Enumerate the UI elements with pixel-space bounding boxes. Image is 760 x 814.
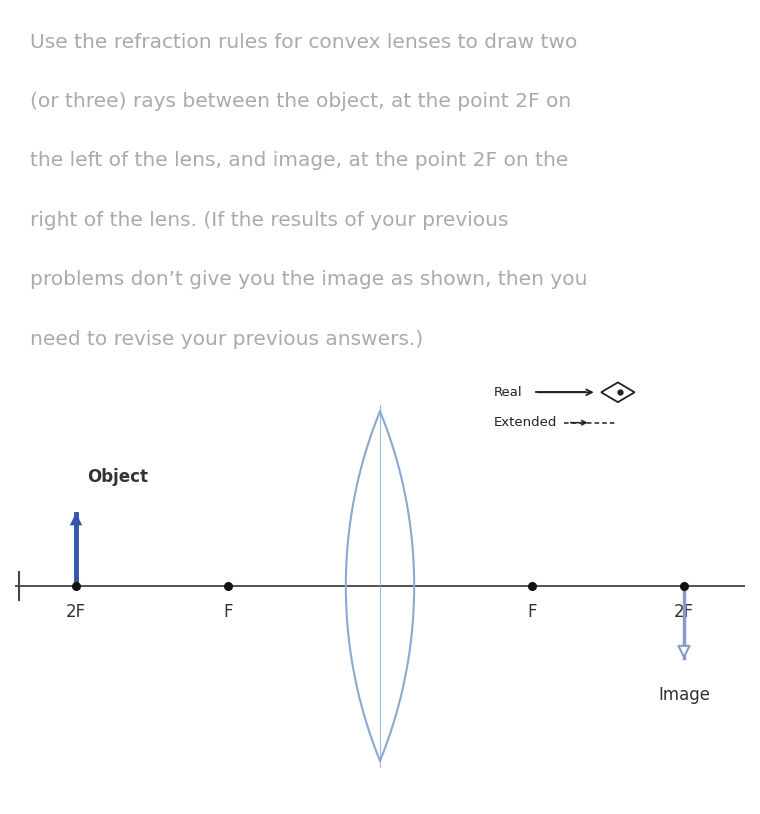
Text: 2F: 2F bbox=[66, 603, 86, 621]
Text: right of the lens. (If the results of your previous: right of the lens. (If the results of yo… bbox=[30, 211, 509, 230]
Text: Image: Image bbox=[658, 686, 710, 704]
Text: Use the refraction rules for convex lenses to draw two: Use the refraction rules for convex lens… bbox=[30, 33, 578, 51]
Text: Object: Object bbox=[87, 468, 148, 486]
Text: the left of the lens, and image, at the point 2F on the: the left of the lens, and image, at the … bbox=[30, 151, 568, 170]
Text: Extended: Extended bbox=[494, 416, 557, 429]
Text: Real: Real bbox=[494, 386, 523, 399]
Text: 2F: 2F bbox=[674, 603, 694, 621]
Text: need to revise your previous answers.): need to revise your previous answers.) bbox=[30, 330, 423, 348]
Text: F: F bbox=[527, 603, 537, 621]
Text: problems don’t give you the image as shown, then you: problems don’t give you the image as sho… bbox=[30, 270, 588, 289]
Text: (or three) rays between the object, at the point 2F on: (or three) rays between the object, at t… bbox=[30, 92, 572, 111]
Text: F: F bbox=[223, 603, 233, 621]
Polygon shape bbox=[601, 383, 635, 402]
